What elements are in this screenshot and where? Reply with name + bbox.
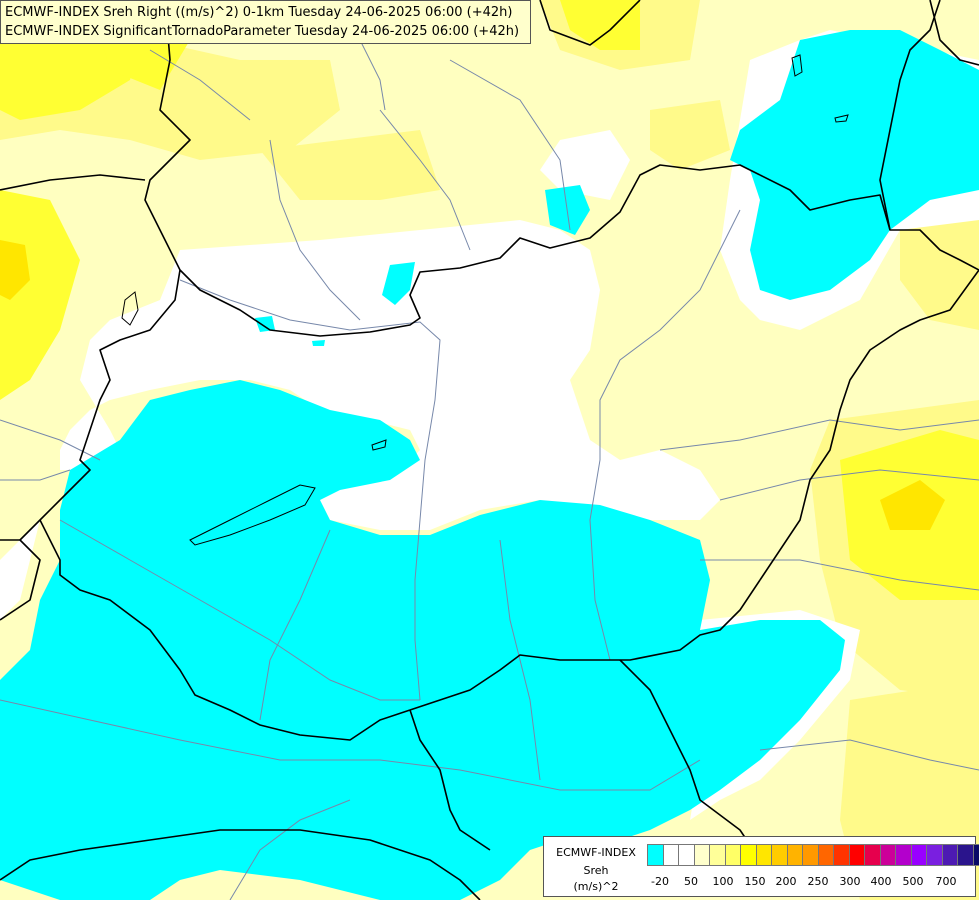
river-e1 xyxy=(719,469,979,501)
border-czech-slovakia xyxy=(144,0,191,271)
shade-cyan-n2 xyxy=(382,262,415,305)
legend-swatch xyxy=(771,844,788,866)
lake-balaton xyxy=(189,484,316,546)
legend-swatch xyxy=(647,844,664,866)
legend-swatch xyxy=(817,844,834,866)
lake-small-3 xyxy=(834,114,849,123)
river-mures xyxy=(659,419,979,451)
legend-swatch xyxy=(864,844,881,866)
border-croatia-bosnia xyxy=(0,829,481,900)
legend-swatch xyxy=(693,844,710,866)
border-poland-ukraine xyxy=(879,0,941,231)
shade-light-yellow-center xyxy=(260,130,440,200)
border-hungary-serbia xyxy=(409,579,761,711)
legend-swatch xyxy=(833,844,850,866)
shade-yellow-n xyxy=(560,0,640,50)
lake-small-4 xyxy=(791,54,803,77)
legend-swatch xyxy=(879,844,896,866)
legend-swatch xyxy=(910,844,927,866)
border-austria-hungary xyxy=(19,269,181,541)
legend-swatch xyxy=(895,844,912,866)
shade-light-yellow-e1 xyxy=(650,100,730,170)
river-drava xyxy=(59,519,420,701)
border-ne xyxy=(929,0,979,66)
shade-white-n xyxy=(540,130,630,200)
legend-swatch xyxy=(972,844,979,866)
legend-swatch xyxy=(678,844,695,866)
river-danube xyxy=(179,279,441,701)
legend-swatch xyxy=(740,844,757,866)
river-sava xyxy=(0,699,701,791)
legend-swatch xyxy=(926,844,943,866)
legend-tick-label: -20 xyxy=(651,875,669,888)
border-austria-czech xyxy=(0,174,146,191)
legend-unit: (m/s)^2 xyxy=(573,880,619,893)
shade-cyan-n3 xyxy=(255,316,275,332)
river-e3 xyxy=(759,739,979,771)
border-serbia-croatia xyxy=(409,709,491,851)
border-poland-slovakia xyxy=(539,0,641,46)
title-sreh: ECMWF-INDEX Sreh Right ((m/s)^2) 0-1km T… xyxy=(5,5,513,20)
river-s1 xyxy=(229,799,351,900)
legend-swatch xyxy=(957,844,974,866)
river-c1 xyxy=(259,529,331,721)
legend-tick-label: 300 xyxy=(839,875,861,888)
shade-cyan-south xyxy=(0,380,845,900)
river-e2 xyxy=(700,559,979,591)
shade-yellow-w xyxy=(0,190,80,400)
legend-tick-label: 100 xyxy=(712,875,734,888)
shade-yellow-nw xyxy=(0,40,140,120)
river-n4 xyxy=(149,49,251,121)
shade-gold-w xyxy=(0,240,30,300)
shade-white-sw xyxy=(0,520,40,620)
legend-tick-label: 500 xyxy=(902,875,924,888)
legend-swatch xyxy=(848,844,865,866)
border-slovenia xyxy=(0,539,41,621)
legend-swatch xyxy=(724,844,741,866)
legend-swatch xyxy=(786,844,803,866)
legend-tick-label: 50 xyxy=(684,875,698,888)
legend-tick-label: 250 xyxy=(807,875,829,888)
border-hungary-croatia xyxy=(39,519,411,741)
legend-model: ECMWF-INDEX xyxy=(556,846,636,859)
river-w2 xyxy=(0,469,71,481)
river-tisza xyxy=(589,209,741,661)
legend-swatch xyxy=(941,844,958,866)
shade-cyan-n4 xyxy=(312,340,325,346)
border-hungary-romania xyxy=(759,269,979,581)
river-n1 xyxy=(269,139,361,321)
legend-param: Sreh xyxy=(583,864,609,877)
river-c2 xyxy=(499,539,541,781)
river-n2 xyxy=(379,109,471,251)
title-panel: ECMWF-INDEX Sreh Right ((m/s)^2) 0-1km T… xyxy=(0,0,531,44)
legend-swatch xyxy=(755,844,772,866)
legend-tick-label: 150 xyxy=(744,875,766,888)
legend-tick-label: 200 xyxy=(775,875,797,888)
legend-swatch xyxy=(709,844,726,866)
lake-small-1 xyxy=(371,439,387,451)
legend-tick-label: 700 xyxy=(935,875,957,888)
river-n3 xyxy=(449,59,571,231)
shade-cyan-ne xyxy=(730,30,979,300)
legend-panel: ECMWF-INDEX Sreh (m/s)^2 -20 50 100 150 200 2… xyxy=(543,836,979,897)
shade-gold-e xyxy=(880,480,945,530)
border-serbia-romania xyxy=(619,659,761,861)
border-slovakia-hungary xyxy=(179,164,761,337)
legend-swatch xyxy=(662,844,679,866)
legend-tick-label: 400 xyxy=(870,875,892,888)
river-w1 xyxy=(0,419,101,461)
title-stp: ECMWF-INDEX SignificantTornadoParameter … xyxy=(5,24,520,39)
legend-swatch xyxy=(802,844,819,866)
border-slovakia-ukraine xyxy=(759,174,979,271)
lake-small-2 xyxy=(121,291,139,326)
